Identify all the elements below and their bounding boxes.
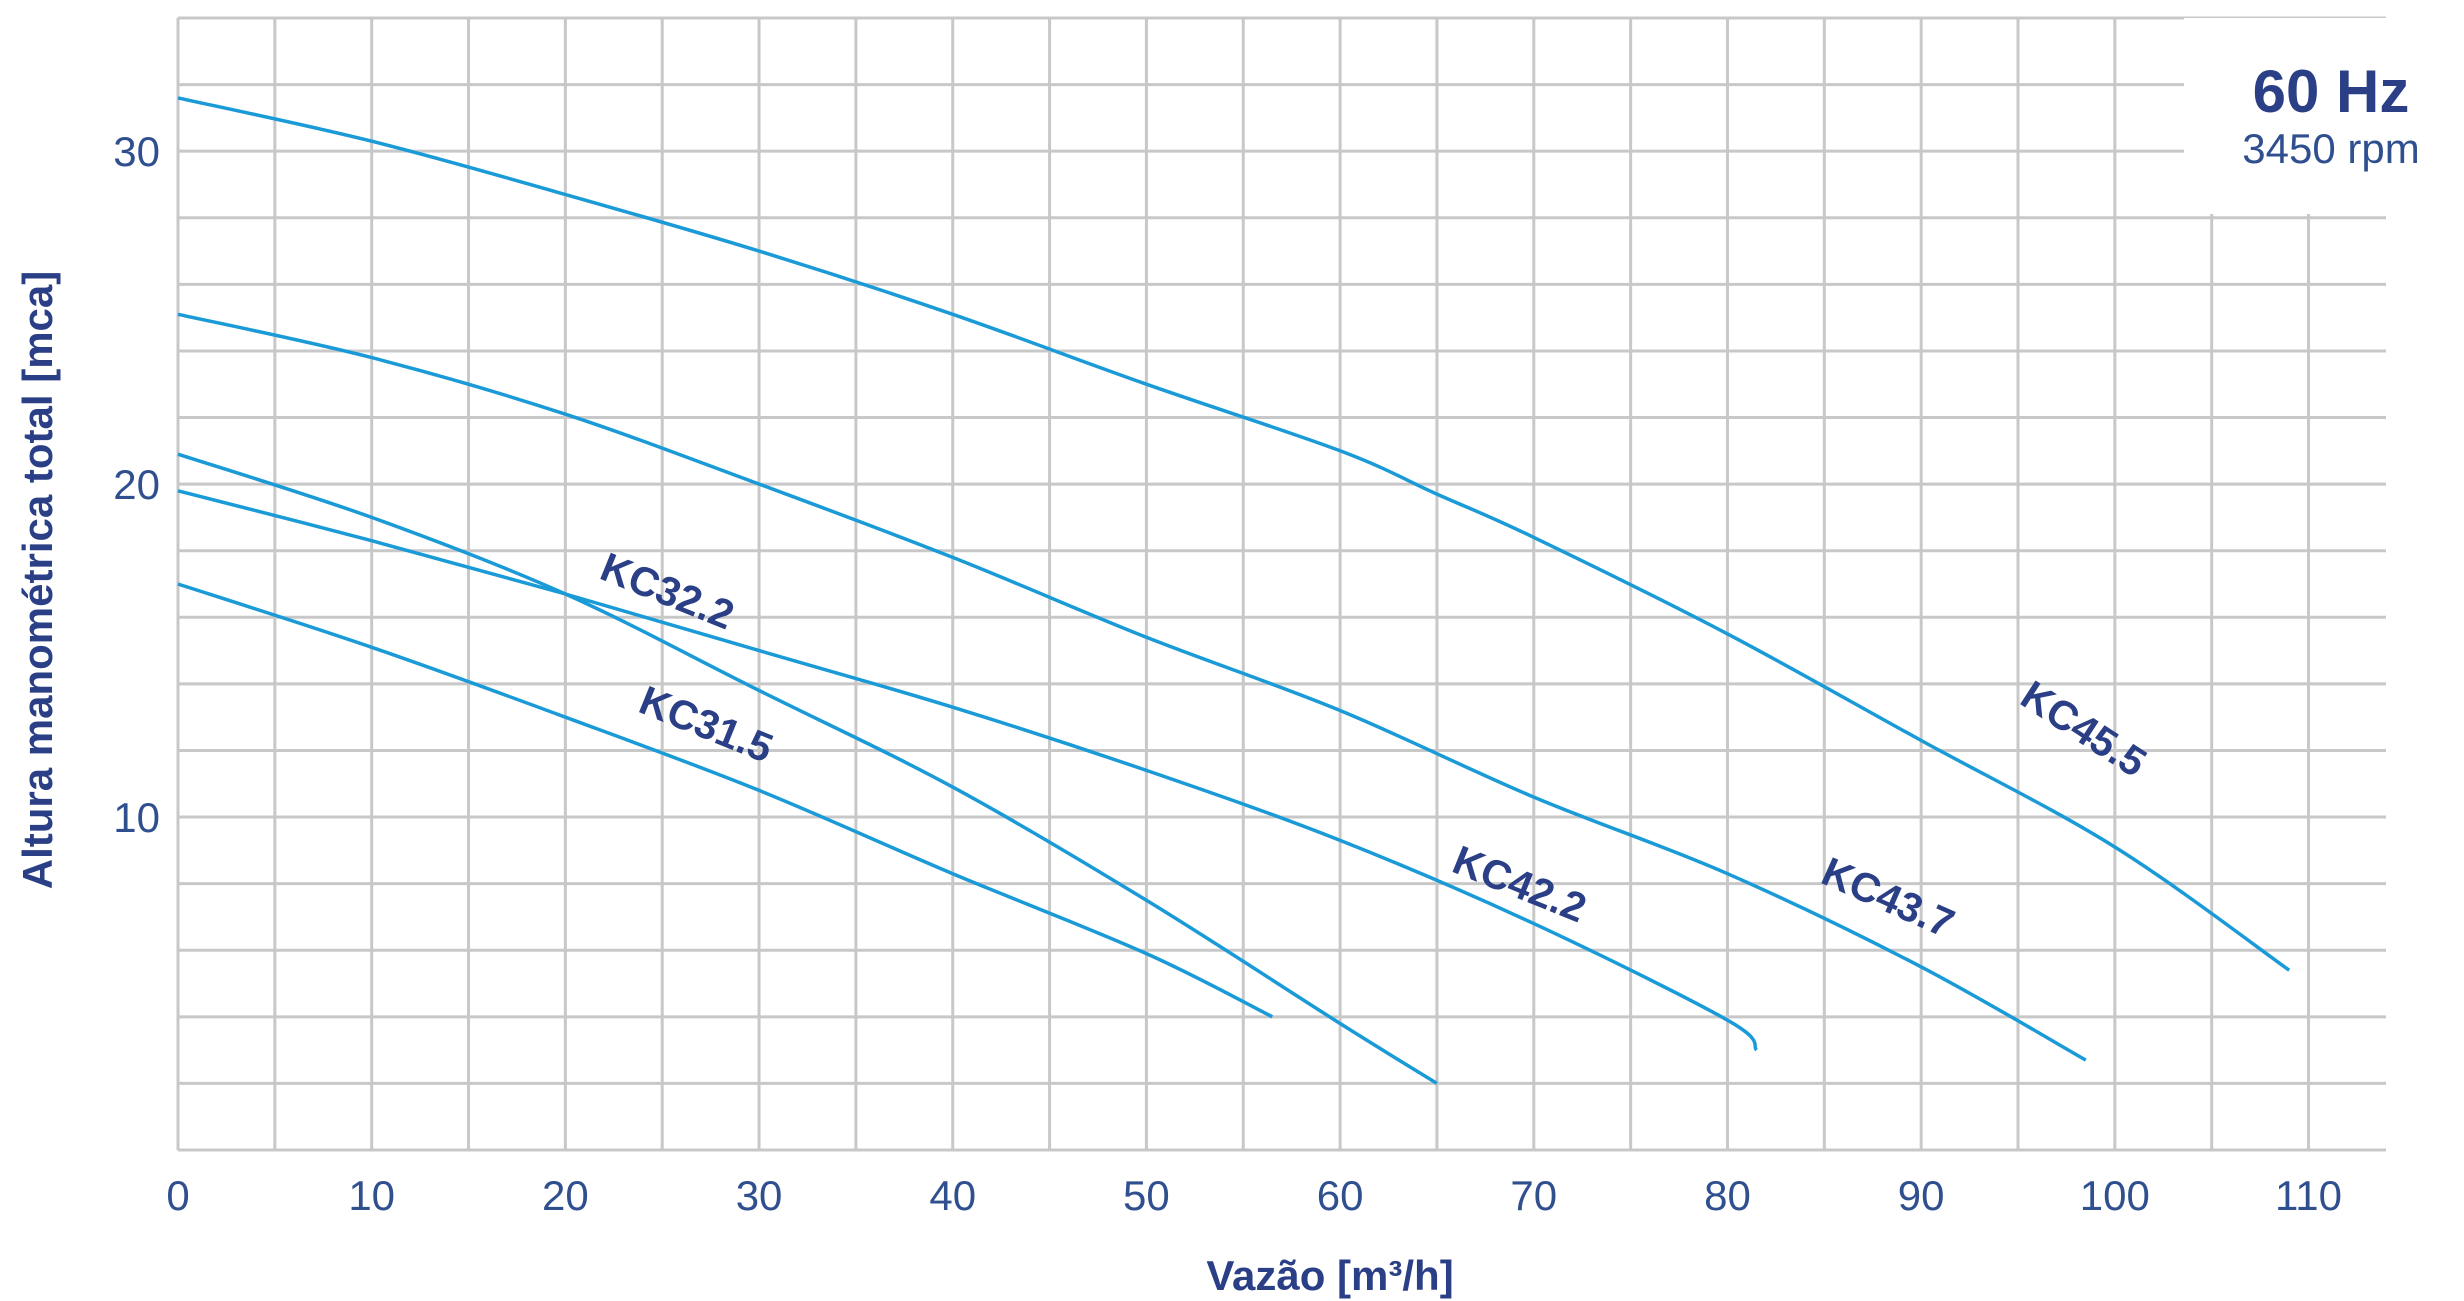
x-tick-label: 50 xyxy=(1123,1172,1170,1219)
x-tick-label: 20 xyxy=(542,1172,589,1219)
curve-kc31-5 xyxy=(177,582,1274,1019)
speed-label: 3450 rpm xyxy=(2242,125,2419,172)
x-tick-label: 10 xyxy=(348,1172,395,1219)
series-label-kc43-7: KC43.7 xyxy=(1815,848,1961,947)
chart-curves xyxy=(177,96,2291,1085)
x-axis-title: Vazão [m³/h] xyxy=(1206,1252,1453,1299)
series-label-kc45-5: KC45.5 xyxy=(2013,672,2155,786)
y-tick-label: 30 xyxy=(113,128,160,175)
x-tick-label: 110 xyxy=(2275,1172,2342,1219)
x-tick-label: 80 xyxy=(1704,1172,1751,1219)
chart-grid xyxy=(176,16,2386,1152)
y-tick-label: 20 xyxy=(113,461,160,508)
curve-kc43-7 xyxy=(177,312,2087,1062)
x-tick-label: 0 xyxy=(166,1172,189,1219)
frequency-annotation-background xyxy=(2184,18,2456,214)
y-axis-title: Altura manométrica total [mca] xyxy=(14,271,61,889)
frequency-annotation: 60 Hz 3450 rpm xyxy=(2184,18,2456,214)
x-tick-label: 40 xyxy=(929,1172,976,1219)
curve-kc42-2 xyxy=(177,489,1758,1052)
x-tick-label: 30 xyxy=(736,1172,783,1219)
x-tick-label: 100 xyxy=(2080,1172,2150,1219)
y-tick-label: 10 xyxy=(113,794,160,841)
x-tick-label: 60 xyxy=(1317,1172,1364,1219)
chart-tick-labels: 0 10 20 30 40 50 60 70 80 90 100 110 10 20 30 xyxy=(113,128,2342,1219)
x-tick-label: 70 xyxy=(1510,1172,1557,1219)
curve-kc32-2 xyxy=(177,452,1438,1085)
frequency-label: 60 Hz xyxy=(2253,58,2410,125)
curve-kc45-5 xyxy=(177,96,2291,972)
x-tick-label: 90 xyxy=(1898,1172,1945,1219)
